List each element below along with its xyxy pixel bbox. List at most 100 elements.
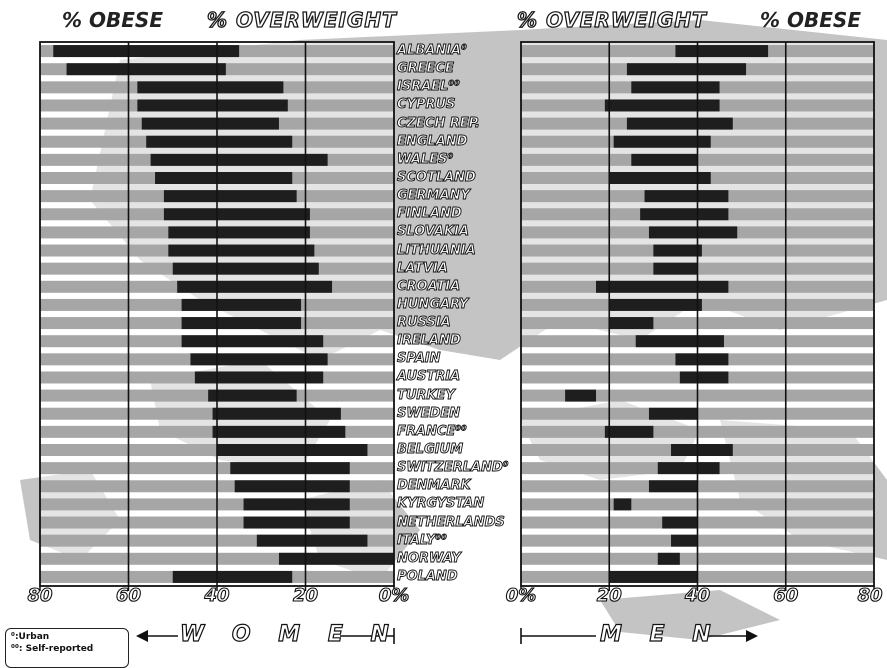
country-label: CYPRUS [397, 97, 456, 113]
men-obese-bar [679, 371, 729, 384]
men-obese-bar [626, 63, 747, 76]
country-label: FINLAND [397, 206, 463, 222]
men-arrow-head [746, 630, 758, 642]
women-obese-header: % OBESE [62, 8, 163, 32]
men-plot-area [520, 41, 875, 587]
women-obese-bar [163, 208, 310, 221]
women-obese-bar [66, 63, 226, 76]
men-obese-bar [604, 425, 654, 438]
women-tick-label: 0% [378, 584, 410, 606]
country-label: BELGIUM [397, 442, 464, 458]
men-obese-bar [644, 190, 729, 203]
axes-group [39, 586, 875, 644]
women-obese-bar [230, 462, 350, 475]
women-obese-bar [181, 317, 302, 330]
country-label: CZECH REP. [397, 115, 481, 131]
men-obese-bar [653, 244, 702, 257]
men-obese-bar [631, 81, 720, 94]
legend-self-reported: ⁰⁰: Self-reported [11, 644, 94, 654]
country-label: LATVIA [397, 260, 449, 276]
women-obese-bar [243, 498, 350, 511]
men-obese-bar [653, 262, 698, 275]
country-label: LITHUANIA [397, 242, 477, 258]
men-obese-bar [675, 353, 729, 366]
women-plot-area [39, 41, 395, 587]
women-tick-label: 60 [115, 584, 142, 606]
men-obese-bar [671, 534, 698, 547]
country-label: NORWAY [397, 550, 462, 566]
women-obese-bar [172, 570, 293, 583]
women-obese-bar [278, 552, 394, 565]
men-obese-bar [675, 45, 769, 58]
men-obese-bar [657, 552, 680, 565]
women-obese-bar [155, 172, 293, 184]
women-arrow-head [136, 630, 148, 642]
men-obese-bar [662, 516, 698, 529]
men-obese-bar [609, 172, 711, 184]
men-obese-header: % OBESE [760, 8, 861, 32]
women-obese-bar [212, 425, 346, 438]
men-obese-bar [626, 117, 733, 130]
women-overweight-header: % OVERWEIGHT [206, 7, 397, 32]
women-obese-bar [181, 298, 302, 311]
women-obese-bar [181, 335, 324, 348]
women-obese-bar [256, 534, 368, 547]
men-obese-bar [657, 462, 720, 475]
legend-urban: ⁰:Urban [11, 632, 50, 642]
men-obese-bar [648, 407, 698, 420]
men-tick-label: 60 [773, 584, 799, 606]
men-obese-bar [565, 389, 597, 402]
women-axis-label: W O M E N [179, 621, 399, 647]
country-label: SCOTLAND [397, 170, 477, 186]
men-obese-bar [635, 335, 724, 348]
country-label: DENMARK [397, 478, 472, 494]
women-obese-bar [53, 45, 240, 58]
country-label: SLOVAKIA [397, 224, 470, 240]
women-obese-bar [217, 444, 368, 456]
women-obese-bar [243, 516, 350, 529]
country-label: KYRGYSTAN [397, 496, 485, 512]
men-tick-label: 20 [596, 584, 622, 606]
map-land-shape [600, 590, 780, 640]
country-label: ALBANIA⁰ [397, 43, 468, 59]
country-label: POLAND [397, 568, 459, 584]
women-obese-bar [150, 153, 328, 166]
women-obese-bar [141, 117, 279, 130]
country-label: GREECE [397, 61, 455, 77]
country-label: AUSTRIA [397, 369, 461, 385]
country-label: FRANCE⁰⁰ [397, 423, 468, 439]
country-label: NETHERLANDS [397, 514, 506, 530]
country-label: WALES⁰ [397, 151, 454, 167]
country-label: ITALY⁰⁰ [397, 532, 448, 548]
women-obese-bar [208, 389, 297, 402]
men-obese-bar [648, 226, 738, 239]
country-label: ENGLAND [397, 133, 468, 149]
country-label: SWEDEN [397, 405, 461, 421]
men-obese-bar [648, 480, 698, 493]
men-tick-label: 0% [505, 584, 537, 606]
men-obese-bar [613, 135, 711, 148]
women-obese-bar [146, 135, 293, 148]
country-label: RUSSIA [397, 315, 452, 331]
women-obese-bar [212, 407, 341, 420]
women-obese-bar [190, 353, 328, 366]
women-tick-label: 40 [204, 584, 230, 606]
women-obese-bar [168, 226, 310, 239]
men-obese-bar [604, 99, 720, 112]
men-obese-bar [671, 444, 733, 456]
country-label: SPAIN [397, 351, 441, 367]
women-tick-label: 20 [292, 584, 319, 606]
country-label: HUNGARY [397, 296, 469, 312]
country-label: IRELAND [397, 333, 462, 349]
women-obese-bar [163, 190, 297, 203]
women-obese-bar [194, 371, 324, 384]
women-obese-bar [168, 244, 315, 257]
women-tick-label: 80 [27, 584, 53, 606]
women-obese-bar [172, 262, 319, 275]
women-obese-bar [177, 280, 333, 293]
men-obese-bar [613, 498, 632, 511]
country-label: SWITZERLAND⁰ [397, 460, 509, 476]
men-axis-label: M E N [599, 621, 721, 647]
country-label: GERMANY [397, 188, 471, 204]
